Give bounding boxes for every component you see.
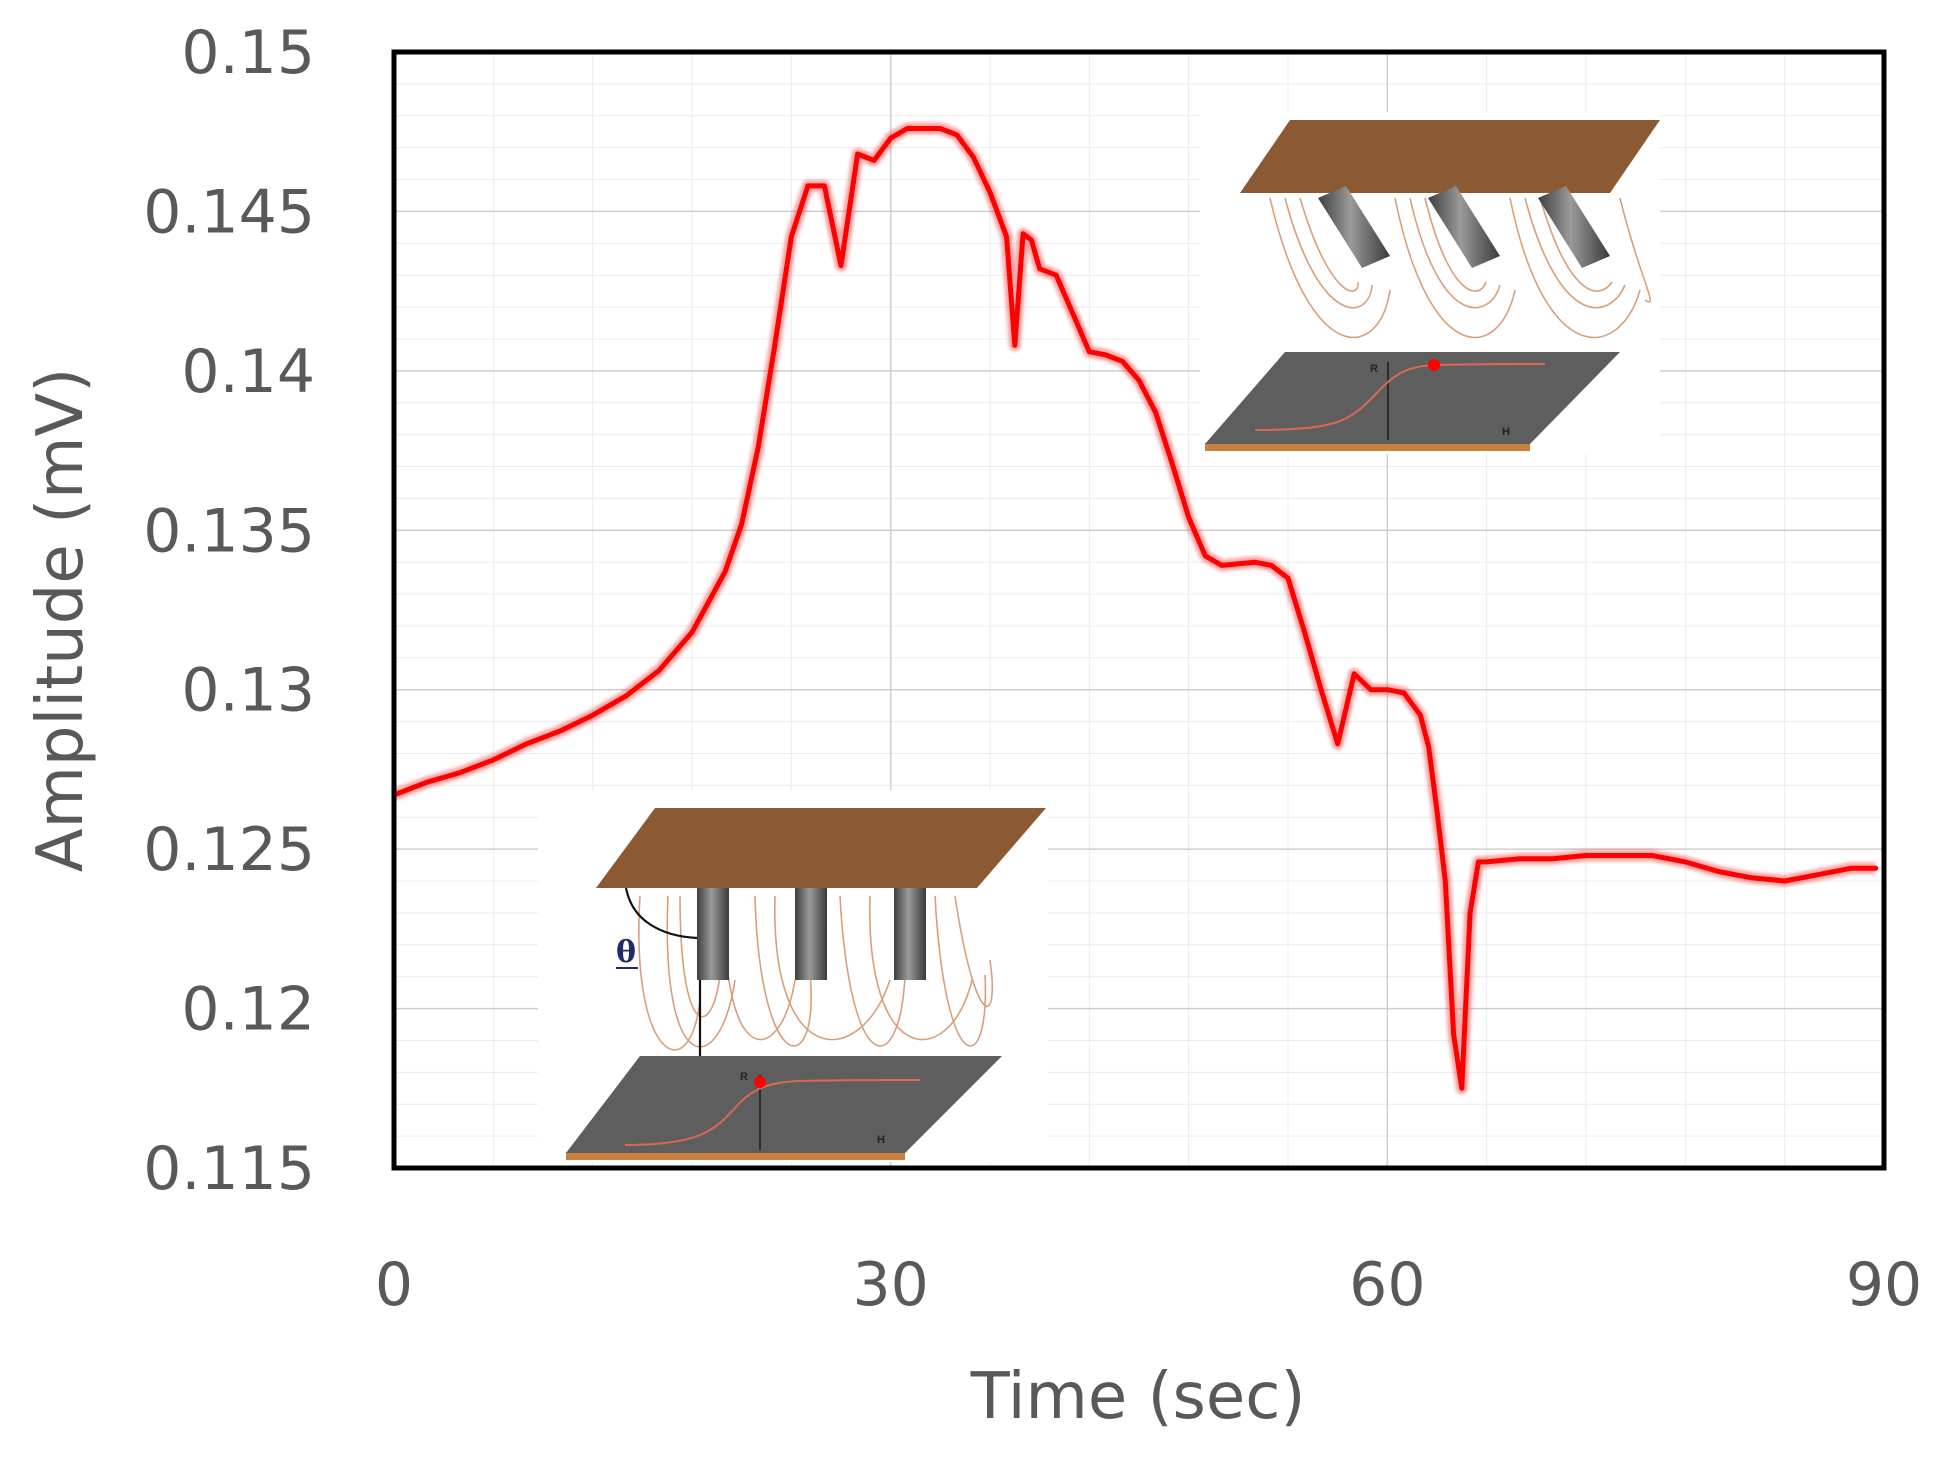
y-tick-label: 0.15 <box>181 18 315 88</box>
y-tick-label: 0.13 <box>181 656 315 726</box>
inset-bottom-cylinder <box>795 888 827 980</box>
y-tick-label: 0.135 <box>143 496 315 566</box>
x-tick-label: 30 <box>852 1250 928 1320</box>
inset-bottom-top-plate <box>596 808 1046 888</box>
y-tick-label: 0.125 <box>143 815 315 885</box>
inset-bottom-cylinder <box>894 888 926 980</box>
inset-bottom-response-curve <box>624 1079 921 1146</box>
y-tick-label: 0.115 <box>143 1134 315 1204</box>
y-tick-label: 0.145 <box>143 177 315 247</box>
inset-top-cylinder <box>1428 186 1500 268</box>
inset-top-field-lines <box>1269 197 1652 339</box>
inset-top-cylinder <box>1538 186 1610 268</box>
y-tick-label: 0.12 <box>181 975 315 1045</box>
inset-top-label-r: R <box>1370 363 1378 375</box>
plot-series <box>391 122 1879 1095</box>
axis-tick-labels: 0 30 60 90 0.115 0.12 0.125 0.13 0.135 0.14 0.145 0… <box>143 18 1922 1320</box>
inset-bottom-angle-arc <box>624 887 698 940</box>
inset-bottom-cylinders <box>697 888 926 980</box>
y-tick-label: 0.14 <box>181 337 315 407</box>
inset-top-sensor-plate-edge <box>1205 443 1530 451</box>
inset-diagram-tilted: R H <box>1200 112 1660 454</box>
inset-bottom-angle-symbol: θ <box>616 935 636 970</box>
x-tick-label: 60 <box>1349 1250 1425 1320</box>
y-axis-title: Amplitude (mV) <box>24 368 98 872</box>
inset-bottom-sensor-plate-edge <box>566 1152 905 1160</box>
inset-top-operating-point <box>1428 359 1440 371</box>
inset-top-cylinders <box>1318 186 1610 268</box>
x-axis-title: Time (sec) <box>970 1360 1306 1434</box>
inset-top-sensor-plate <box>1205 352 1620 444</box>
inset-bottom-operating-point <box>754 1076 766 1088</box>
inset-bottom-label-r: R <box>740 1071 748 1083</box>
inset-bottom-label-h: H <box>877 1134 885 1146</box>
inset-top-label-h: H <box>1502 426 1510 438</box>
x-tick-label: 0 <box>375 1250 413 1320</box>
inset-top-top-plate <box>1240 120 1660 193</box>
inset-top-response-curve <box>1254 363 1546 431</box>
inset-top-cylinder <box>1318 186 1390 268</box>
x-tick-label: 90 <box>1846 1250 1922 1320</box>
inset-bottom-cylinder <box>697 888 729 980</box>
inset-diagram-vertical: θ R H <box>538 790 1048 1162</box>
plot-area-frame <box>391 49 1887 1171</box>
series-line <box>391 126 1879 1091</box>
